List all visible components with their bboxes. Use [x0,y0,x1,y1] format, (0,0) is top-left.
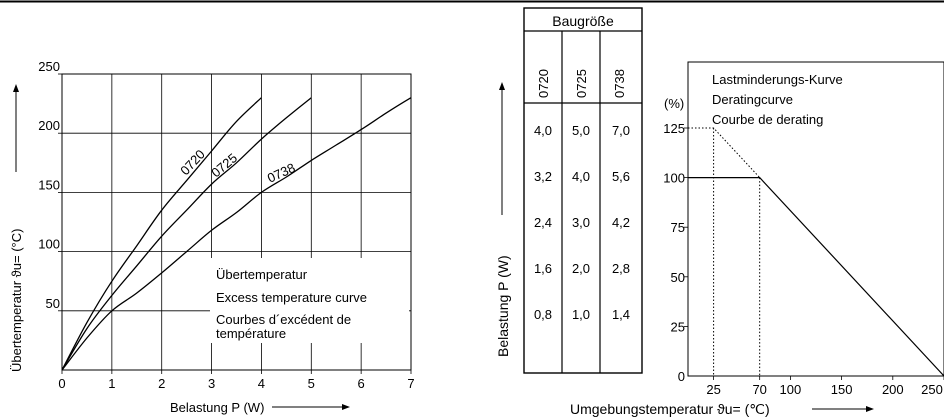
right-y-tick-label: 50 [671,270,685,285]
series-line-0725 [61,97,312,371]
table-col-header-0738: 0738 [612,69,627,98]
left-x-tick-label: 4 [258,376,265,391]
table-cell: 0,8 [534,307,552,322]
left-chart-series [61,97,412,371]
left-legend-line-4: température [216,326,286,341]
table-header: Baugröße [552,13,614,29]
right-legend-line-2: Deratingcurve [712,92,793,107]
right-legend-line-1: Lastminderungs-Kurve [712,72,843,87]
table-cell: 1,0 [572,307,590,322]
left-x-tick-label: 5 [308,376,315,391]
table-col-header-0725: 0725 [574,69,589,98]
table-cell: 5,6 [612,169,630,184]
left-x-axis-arrowhead [342,404,350,410]
right-x-tick-label: 150 [831,382,853,397]
temperature-rise-chart: 0 1 2 3 4 5 6 7 50 100 150 200 250 0720 0725 0738 Ü… [9,59,415,415]
series-label-0720: 0720 [177,147,208,178]
series-line-0720 [61,97,262,371]
left-x-tick-label: 6 [358,376,365,391]
left-x-tick-label: 1 [108,376,115,391]
left-chart-x-axis-title: Belastung P (W) [170,400,264,415]
left-x-tick-label: 2 [158,376,165,391]
left-chart-y-ticks: 50 100 150 200 250 [38,59,62,312]
right-x-axis-arrowhead [866,406,874,412]
table-y-axis-title: Belastung P (W) [495,255,511,357]
table-cell: 4,0 [534,123,552,138]
right-x-tick-label: 70 [752,382,766,397]
right-legend-line-3: Courbe de derating [712,112,823,127]
table-cell: 4,2 [612,215,630,230]
table-cell: 2,8 [612,261,630,276]
left-chart-y-axis-title: Übertemperatur ϑu= (°C) [9,229,24,372]
right-chart-x-ticks: 25 70 100 150 200 250 [706,376,944,397]
right-y-tick-label: 125 [663,121,685,136]
left-y-tick-label: 150 [38,177,60,192]
right-x-tick-label: 100 [780,382,802,397]
left-y-tick-label: 250 [38,59,60,74]
table-cell: 3,2 [534,169,552,184]
right-chart-x-axis-title: Umgebungstemperatur ϑu= (℃) [570,401,770,417]
table-cell: 1,6 [534,261,552,276]
series-label-0738: 0738 [265,160,298,186]
table-cell: 2,0 [572,261,590,276]
table-cell: 4,0 [572,169,590,184]
left-x-tick-label: 7 [407,376,414,391]
left-chart-legend-bg [210,258,409,343]
right-x-tick-label: 200 [882,382,904,397]
right-y-tick-label: 25 [671,319,685,334]
derating-line-dotted [688,127,761,178]
right-y-tick-label: 75 [671,220,685,235]
left-y-tick-label: 50 [46,296,60,311]
right-x-tick-label: 250 [921,382,943,397]
left-chart-x-ticks: 0 1 2 3 4 5 6 7 [58,370,415,391]
right-chart-y-unit: (%) [664,96,684,111]
right-chart-series [688,127,944,377]
left-chart-plot-frame [61,73,412,371]
table-cell: 1,4 [612,307,630,322]
left-y-tick-label: 200 [38,118,60,133]
table-cell: 7,0 [612,123,630,138]
derating-line-solid [688,177,944,377]
left-y-tick-label: 100 [38,237,60,252]
table-cell: 3,0 [572,215,590,230]
left-y-axis-arrowhead [13,84,19,92]
left-x-tick-label: 0 [58,376,65,391]
table-frame [523,7,643,374]
table-cells: 4,0 5,0 7,0 3,2 4,0 5,6 2,4 3,0 4,2 1,6 2,0 2,8 0,8 1… [534,123,630,322]
table-cell: 2,4 [534,215,552,230]
series-label-0725: 0725 [208,150,240,180]
right-chart-plot-frame [687,61,944,377]
right-y-tick-label: 100 [663,171,685,186]
right-x-tick-label: 25 [706,382,720,397]
left-legend-line-3: Courbes d´excédent de [216,312,351,327]
derating-chart: 0 25 50 75 100 125 25 70 100 150 200 250 (%) Lastm… [570,61,944,417]
left-legend-line-2: Excess temperature curve [216,290,367,305]
right-chart-y-ticks: 0 25 50 75 100 125 [663,121,688,384]
size-load-table: Baugröße 0720 0725 0738 4,0 5,0 7,0 3,2 4,0 5… [495,7,643,374]
table-y-axis-arrowhead [499,82,505,90]
right-y-tick-label: 0 [678,369,685,384]
table-col-header-0720: 0720 [536,69,551,98]
left-legend-line-1: Übertemperatur [216,267,308,282]
table-cell: 5,0 [572,123,590,138]
series-line-0738 [61,97,412,371]
left-x-tick-label: 3 [208,376,215,391]
